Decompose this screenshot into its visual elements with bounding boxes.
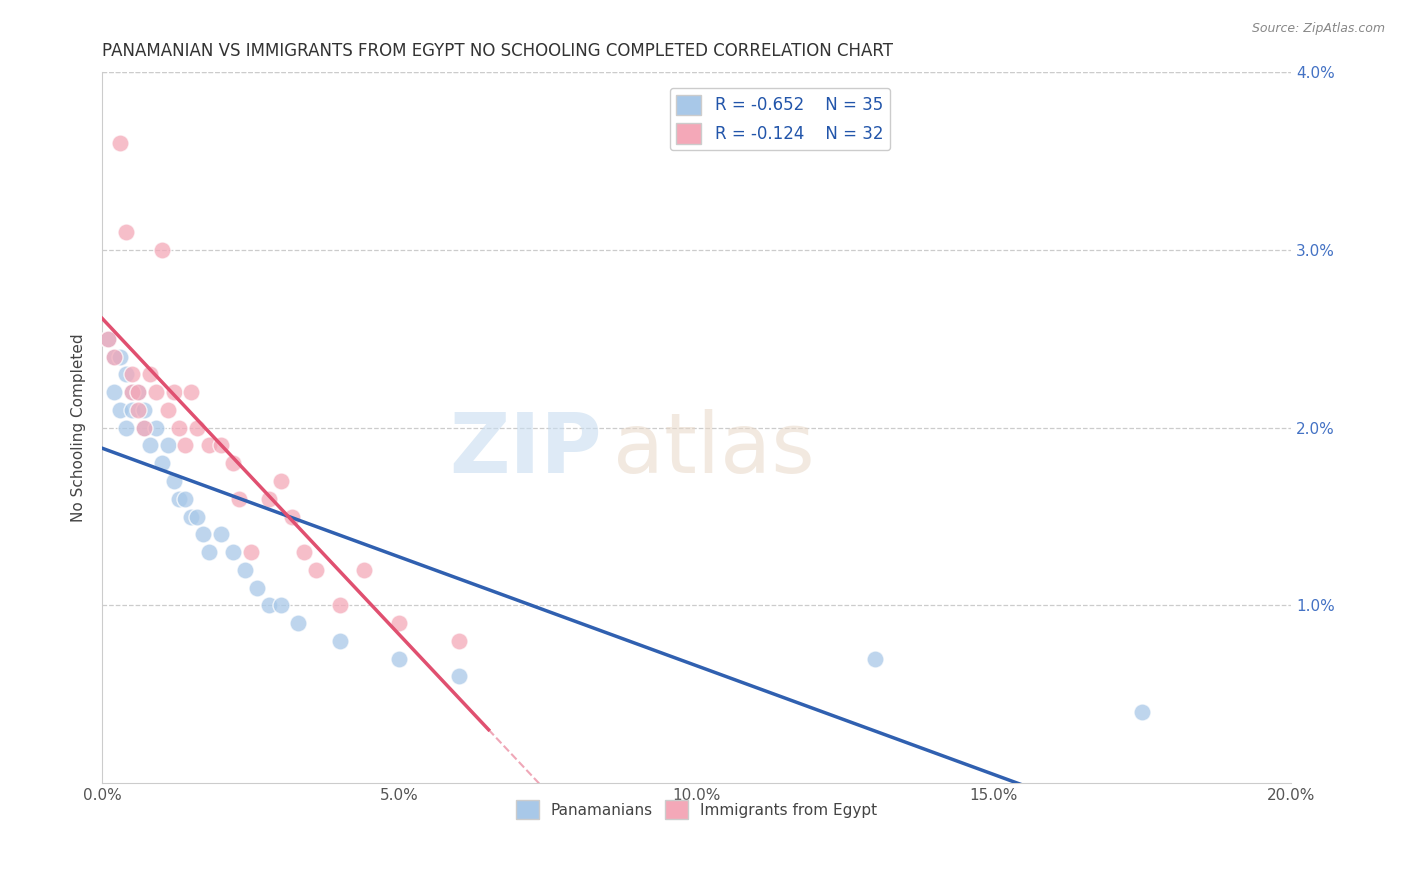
- Point: [222, 545, 245, 559]
- Point: [156, 403, 179, 417]
- Point: [228, 491, 250, 506]
- Point: [162, 474, 184, 488]
- Point: [108, 403, 131, 417]
- Point: [103, 350, 125, 364]
- Point: [180, 509, 202, 524]
- Point: [198, 438, 221, 452]
- Point: [257, 491, 280, 506]
- Point: [127, 385, 149, 400]
- Point: [270, 474, 292, 488]
- Point: [281, 509, 304, 524]
- Text: ZIP: ZIP: [449, 409, 602, 490]
- Point: [233, 563, 256, 577]
- Point: [169, 421, 191, 435]
- Point: [115, 421, 138, 435]
- Point: [353, 563, 375, 577]
- Point: [145, 421, 167, 435]
- Point: [132, 421, 155, 435]
- Point: [186, 509, 208, 524]
- Point: [132, 421, 155, 435]
- Point: [150, 456, 173, 470]
- Point: [198, 545, 221, 559]
- Point: [292, 545, 315, 559]
- Point: [115, 368, 138, 382]
- Point: [329, 634, 352, 648]
- Point: [121, 403, 143, 417]
- Point: [121, 368, 143, 382]
- Point: [97, 332, 120, 346]
- Point: [139, 438, 162, 452]
- Point: [222, 456, 245, 470]
- Point: [103, 385, 125, 400]
- Point: [180, 385, 202, 400]
- Point: [287, 616, 309, 631]
- Y-axis label: No Schooling Completed: No Schooling Completed: [72, 334, 86, 522]
- Point: [162, 385, 184, 400]
- Point: [246, 581, 269, 595]
- Point: [97, 332, 120, 346]
- Point: [174, 491, 197, 506]
- Legend: Panamanians, Immigrants from Egypt: Panamanians, Immigrants from Egypt: [509, 794, 883, 825]
- Point: [863, 651, 886, 665]
- Point: [156, 438, 179, 452]
- Point: [447, 634, 470, 648]
- Point: [139, 368, 162, 382]
- Point: [169, 491, 191, 506]
- Point: [239, 545, 262, 559]
- Point: [388, 651, 411, 665]
- Point: [388, 616, 411, 631]
- Point: [270, 599, 292, 613]
- Point: [127, 403, 149, 417]
- Point: [447, 669, 470, 683]
- Point: [121, 385, 143, 400]
- Point: [305, 563, 328, 577]
- Text: atlas: atlas: [613, 409, 815, 490]
- Point: [150, 243, 173, 257]
- Point: [186, 421, 208, 435]
- Point: [115, 225, 138, 239]
- Point: [108, 136, 131, 151]
- Point: [132, 403, 155, 417]
- Point: [174, 438, 197, 452]
- Point: [121, 385, 143, 400]
- Point: [257, 599, 280, 613]
- Point: [127, 385, 149, 400]
- Text: Source: ZipAtlas.com: Source: ZipAtlas.com: [1251, 22, 1385, 36]
- Point: [193, 527, 215, 541]
- Point: [108, 350, 131, 364]
- Point: [103, 350, 125, 364]
- Point: [329, 599, 352, 613]
- Text: PANAMANIAN VS IMMIGRANTS FROM EGYPT NO SCHOOLING COMPLETED CORRELATION CHART: PANAMANIAN VS IMMIGRANTS FROM EGYPT NO S…: [103, 42, 893, 60]
- Point: [1132, 705, 1154, 719]
- Point: [145, 385, 167, 400]
- Point: [209, 527, 232, 541]
- Point: [209, 438, 232, 452]
